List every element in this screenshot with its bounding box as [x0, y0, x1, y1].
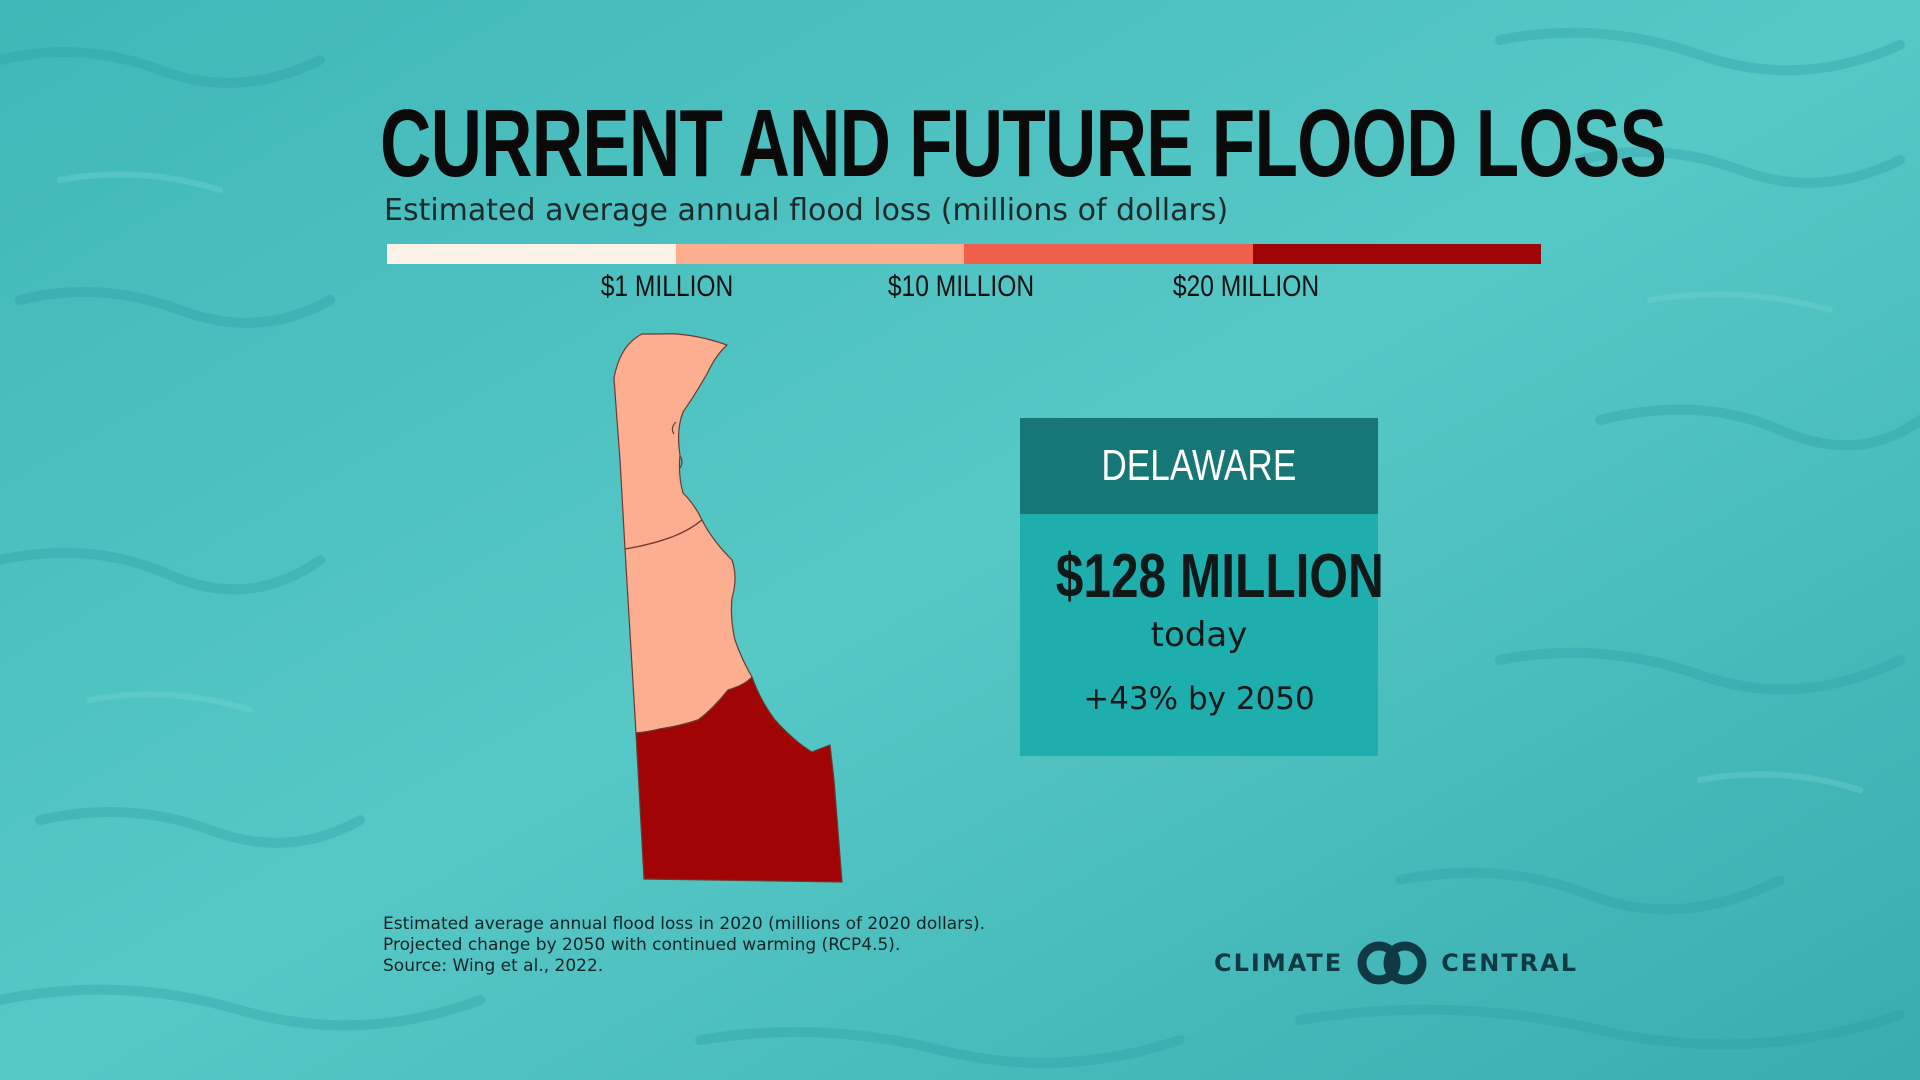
state-summary-card: DELAWARE $128 MILLION today +43% by 2050: [1020, 418, 1384, 756]
legend-tick-label: $20 MILLION: [1172, 270, 1320, 303]
footnote-line: Source: Wing et al., 2022.: [383, 956, 604, 976]
climate-central-logo: CLIMATE CENTRAL: [1214, 940, 1578, 986]
legend-swatch: [964, 244, 1253, 264]
legend-swatch: [1252, 244, 1541, 264]
card-body: $128 MILLION today +43% by 2050: [1020, 514, 1384, 756]
projected-change: +43% by 2050: [1083, 681, 1315, 717]
page-title: CURRENT AND FUTURE FLOOD LOSS: [380, 90, 1667, 197]
color-scale-legend: [387, 244, 1541, 264]
footnote-line: Projected change by 2050 with continued …: [383, 935, 901, 955]
card-header: DELAWARE: [1020, 418, 1378, 514]
interlocking-rings-icon: [1357, 941, 1427, 985]
county-new-castle: [613, 333, 728, 550]
footnotes: Estimated average annual flood loss in 2…: [383, 914, 985, 977]
legend-tick-label: $10 MILLION: [887, 270, 1035, 303]
county-sussex: [635, 676, 843, 883]
card-state-name: DELAWARE: [1101, 441, 1297, 490]
legend-tick-label: $1 MILLION: [600, 270, 734, 303]
delaware-county-map: [613, 333, 843, 883]
footnote-line: Estimated average annual flood loss in 2…: [383, 914, 985, 934]
map-coastline-detail: [671, 421, 683, 469]
legend-swatch: [387, 244, 676, 264]
amount-time-label: today: [1150, 615, 1248, 655]
page-subtitle: Estimated average annual flood loss (mil…: [384, 193, 1229, 228]
logo-word-left: CLIMATE: [1214, 949, 1344, 977]
flood-loss-amount: $128 MILLION: [1055, 542, 1384, 611]
logo-word-right: CENTRAL: [1441, 949, 1579, 977]
legend-swatch: [675, 244, 964, 264]
